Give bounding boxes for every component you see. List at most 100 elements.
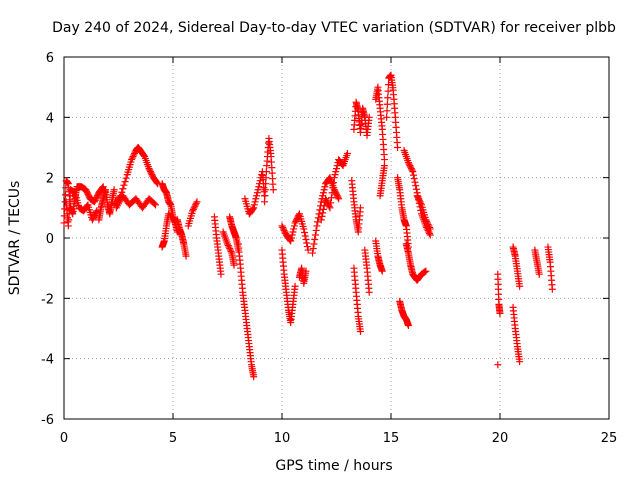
data-point <box>153 179 161 187</box>
data-point <box>91 198 99 206</box>
data-point <box>89 214 97 222</box>
data-point <box>416 198 424 206</box>
data-point <box>309 245 317 253</box>
data-point <box>408 166 416 174</box>
data-point <box>328 189 336 197</box>
x-tick-label: 10 <box>274 431 291 446</box>
data-point <box>378 267 386 275</box>
x-tick-label: 15 <box>383 431 400 446</box>
data-point <box>414 193 422 201</box>
series-arc-36 <box>509 243 524 290</box>
data-point <box>150 200 158 208</box>
data-point <box>147 169 155 177</box>
data-point <box>85 192 93 200</box>
data-point <box>331 171 339 179</box>
data-point <box>120 181 128 189</box>
data-point <box>329 184 337 192</box>
data-point <box>193 198 201 206</box>
data-point <box>65 204 73 212</box>
data-point <box>425 228 433 236</box>
data-point <box>301 228 309 236</box>
data-point <box>383 113 391 121</box>
series-arc-38 <box>531 246 543 278</box>
data-point <box>84 190 92 198</box>
data-point <box>313 222 321 230</box>
data-point <box>130 151 138 159</box>
data-point <box>405 160 413 168</box>
data-point <box>295 211 303 219</box>
series-arc-13 <box>234 240 258 381</box>
data-point <box>425 222 433 230</box>
data-point <box>288 231 296 239</box>
data-point <box>424 220 432 228</box>
x-tick-label: 20 <box>492 431 509 446</box>
series-arc-20 <box>317 150 351 224</box>
data-point <box>333 165 340 173</box>
series-arc-21 <box>348 177 364 236</box>
data-point <box>320 186 328 194</box>
x-tick-label: 25 <box>601 431 618 446</box>
data-point <box>262 174 270 182</box>
data-point <box>145 165 153 173</box>
data-point <box>404 321 412 329</box>
data-point <box>301 232 309 240</box>
data-point <box>93 192 101 200</box>
data-point <box>146 168 154 176</box>
series-arc-33 <box>413 192 434 233</box>
data-point <box>494 361 502 369</box>
data-point <box>302 267 310 275</box>
data-points <box>60 71 556 381</box>
data-point <box>412 185 420 193</box>
data-point <box>411 178 419 186</box>
data-point <box>253 192 261 200</box>
data-point <box>415 196 423 204</box>
series-arc-35 <box>494 361 502 369</box>
data-point <box>404 159 412 167</box>
data-point <box>423 219 431 227</box>
series-arc-39 <box>544 243 556 293</box>
data-point <box>330 179 338 187</box>
data-point <box>224 242 232 250</box>
data-point <box>334 193 342 201</box>
data-point <box>322 195 330 203</box>
data-point <box>417 199 425 207</box>
data-point <box>317 216 325 224</box>
y-tick-label: 0 <box>46 232 54 247</box>
data-point <box>250 201 258 209</box>
series-arc-8 <box>173 216 190 260</box>
data-point <box>190 204 198 212</box>
data-point <box>327 199 335 207</box>
data-point <box>415 195 423 203</box>
series-arc-25 <box>372 237 386 275</box>
data-point <box>323 198 331 206</box>
chart-title: Day 240 of 2024, Sidereal Day-to-day VTE… <box>52 20 616 36</box>
data-point <box>327 194 335 202</box>
data-point <box>128 156 136 164</box>
data-point <box>319 189 327 197</box>
data-point <box>253 189 261 197</box>
data-point <box>426 223 434 231</box>
data-point <box>90 213 98 221</box>
data-point <box>225 243 233 251</box>
series-arc-34 <box>494 270 504 317</box>
data-point <box>321 183 329 191</box>
data-point <box>140 152 148 160</box>
data-point <box>426 231 434 239</box>
data-point <box>189 207 197 215</box>
y-tick-label: -6 <box>41 413 54 428</box>
data-point <box>310 240 318 248</box>
data-point <box>281 228 289 236</box>
data-point <box>251 198 259 206</box>
data-point <box>287 234 295 242</box>
data-point <box>548 285 556 293</box>
data-point <box>423 217 431 225</box>
data-point <box>60 219 68 227</box>
series-arc-14 <box>241 168 269 218</box>
data-point <box>332 168 340 176</box>
data-point <box>303 243 311 251</box>
data-point <box>343 150 351 158</box>
data-point <box>322 196 330 204</box>
data-point <box>65 210 73 218</box>
data-point <box>93 193 101 201</box>
data-point <box>319 209 327 217</box>
